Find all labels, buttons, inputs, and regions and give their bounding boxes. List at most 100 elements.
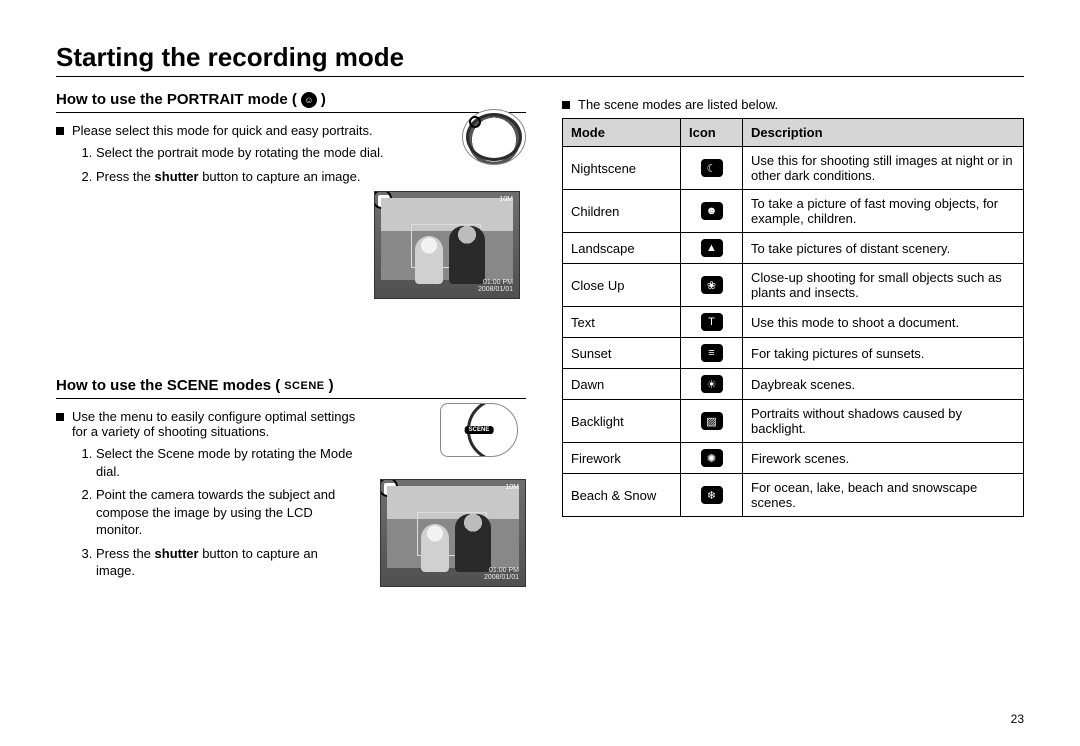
- portrait-heading: How to use the PORTRAIT mode ( ☺ ): [56, 91, 526, 113]
- page-title: Starting the recording mode: [56, 42, 1024, 77]
- mode-cell: Close Up: [563, 264, 681, 307]
- dawn-icon: ☀: [681, 369, 743, 400]
- children-icon-glyph: ☻: [701, 202, 723, 220]
- description-cell: Daybreak scenes.: [743, 369, 1024, 400]
- description-cell: Use this mode to shoot a document.: [743, 307, 1024, 338]
- bullet-square-icon: [56, 413, 64, 421]
- portrait-icon: ☺: [301, 92, 317, 108]
- table-body: Nightscene ☾ Use this for shooting still i…: [563, 147, 1024, 517]
- table-row: Dawn ☀ Daybreak scenes.: [563, 369, 1024, 400]
- scene-heading-suffix: ): [329, 377, 334, 394]
- landscape-icon: ▲: [681, 233, 743, 264]
- portrait-heading-suffix: ): [321, 91, 326, 108]
- table-row: Firework ✺ Firework scenes.: [563, 443, 1024, 474]
- scene-section: How to use the SCENE modes ( SCENE ) Use…: [56, 377, 526, 580]
- dawn-icon-glyph: ☀: [701, 375, 723, 393]
- backlight-icon: ▨: [681, 400, 743, 443]
- lcd-time: 01:00 PM: [489, 567, 519, 574]
- mode-dial-scene-label: SCENE: [465, 426, 494, 434]
- scene-heading-prefix: How to use the SCENE modes (: [56, 377, 280, 394]
- description-cell: To take pictures of distant scenery.: [743, 233, 1024, 264]
- portrait-section: How to use the PORTRAIT mode ( ☺ ) Pleas…: [56, 91, 526, 361]
- content-columns: How to use the PORTRAIT mode ( ☺ ) Pleas…: [56, 91, 1024, 586]
- text-icon: T: [681, 307, 743, 338]
- mode-cell: Children: [563, 190, 681, 233]
- portrait-steps: Select the portrait mode by rotating the…: [56, 144, 526, 185]
- description-cell: For taking pictures of sunsets.: [743, 338, 1024, 369]
- mode-cell: Landscape: [563, 233, 681, 264]
- scene-lcd-illustration: 10M 01:00 PM 2008/01/01: [380, 471, 526, 587]
- lcd-badge: 10M: [499, 196, 513, 203]
- mode-dial-icon: [462, 109, 526, 165]
- lcd-date: 2008/01/01: [478, 286, 513, 293]
- description-cell: For ocean, lake, beach and snowscape sce…: [743, 474, 1024, 517]
- table-row: Children ☻ To take a picture of fast movin…: [563, 190, 1024, 233]
- portrait-mode-dial-illustration: [462, 109, 526, 165]
- beach-snow-icon: ❄: [681, 474, 743, 517]
- scene-heading: How to use the SCENE modes ( SCENE ): [56, 377, 526, 399]
- nightscene-icon-glyph: ☾: [701, 159, 723, 177]
- children-icon: ☻: [681, 190, 743, 233]
- portrait-intro: Please select this mode for quick and ea…: [56, 123, 526, 138]
- scene-step-2: Point the camera towards the subject and…: [96, 486, 356, 539]
- table-row: Beach & Snow ❄ For ocean, lake, beach and …: [563, 474, 1024, 517]
- mode-cell: Text: [563, 307, 681, 338]
- table-intro: The scene modes are listed below.: [562, 97, 1024, 112]
- mode-cell: Beach & Snow: [563, 474, 681, 517]
- table-intro-text: The scene modes are listed below.: [578, 97, 778, 112]
- scene-modes-table: Mode Icon Description Nightscene ☾ Use thi…: [562, 118, 1024, 517]
- table-header-row: Mode Icon Description: [563, 119, 1024, 147]
- table-row: Text T Use this mode to shoot a document.: [563, 307, 1024, 338]
- description-cell: Firework scenes.: [743, 443, 1024, 474]
- bullet-square-icon: [562, 101, 570, 109]
- mode-cell: Dawn: [563, 369, 681, 400]
- th-mode: Mode: [563, 119, 681, 147]
- table-row: Nightscene ☾ Use this for shooting still i…: [563, 147, 1024, 190]
- backlight-icon-glyph: ▨: [701, 412, 723, 430]
- mode-cell: Nightscene: [563, 147, 681, 190]
- mode-dial-icon: SCENE: [440, 403, 518, 457]
- beach-snow-icon-glyph: ❄: [701, 486, 723, 504]
- bullet-square-icon: [56, 127, 64, 135]
- portrait-lcd-illustration: 10M 01:00 PM 2008/01/01: [374, 183, 520, 299]
- th-description: Description: [743, 119, 1024, 147]
- table-row: Close Up❀Close-up shooting for small obj…: [563, 264, 1024, 307]
- closeup-icon-glyph: ❀: [701, 276, 723, 294]
- scene-intro-text: Use the menu to easily configure optimal…: [72, 409, 356, 439]
- portrait-intro-text: Please select this mode for quick and ea…: [72, 123, 373, 138]
- lcd-badge: 10M: [505, 484, 519, 491]
- table-row: Sunset ≡ For taking pictures of sunsets.: [563, 338, 1024, 369]
- text-icon-glyph: T: [701, 313, 723, 331]
- landscape-icon-glyph: ▲: [701, 239, 723, 257]
- right-column: The scene modes are listed below. Mode I…: [562, 91, 1024, 586]
- lcd-preview: 10M 01:00 PM 2008/01/01: [380, 479, 526, 587]
- table-row: Backlight ▨ Portraits without shadows caus…: [563, 400, 1024, 443]
- description-cell: To take a picture of fast moving objects…: [743, 190, 1024, 233]
- lcd-date: 2008/01/01: [484, 574, 519, 581]
- closeup-icon: ❀: [681, 264, 743, 307]
- description-cell: Portraits without shadows caused by back…: [743, 400, 1024, 443]
- th-icon: Icon: [681, 119, 743, 147]
- sunset-icon: ≡: [681, 338, 743, 369]
- page-number: 23: [1011, 712, 1024, 726]
- scene-heading-word: SCENE: [284, 380, 324, 392]
- mode-cell: Firework: [563, 443, 681, 474]
- lcd-time: 01:00 PM: [483, 279, 513, 286]
- description-cell: Use this for shooting still images at ni…: [743, 147, 1024, 190]
- sunset-icon-glyph: ≡: [701, 344, 723, 362]
- table-row: Landscape ▲ To take pictures of distant sc…: [563, 233, 1024, 264]
- portrait-heading-prefix: How to use the PORTRAIT mode (: [56, 91, 297, 108]
- mode-cell: Backlight: [563, 400, 681, 443]
- scene-step-3: Press the shutter button to capture an i…: [96, 545, 356, 580]
- firework-icon: ✺: [681, 443, 743, 474]
- mode-cell: Sunset: [563, 338, 681, 369]
- nightscene-icon: ☾: [681, 147, 743, 190]
- left-column: How to use the PORTRAIT mode ( ☺ ) Pleas…: [56, 91, 526, 586]
- scene-steps: Select the Scene mode by rotating the Mo…: [56, 445, 356, 580]
- lcd-preview: 10M 01:00 PM 2008/01/01: [374, 191, 520, 299]
- scene-mode-dial-illustration: SCENE: [440, 403, 518, 457]
- scene-intro: Use the menu to easily configure optimal…: [56, 409, 356, 439]
- scene-step-1: Select the Scene mode by rotating the Mo…: [96, 445, 356, 480]
- scene-left-text: Use the menu to easily configure optimal…: [56, 409, 356, 580]
- firework-icon-glyph: ✺: [701, 449, 723, 467]
